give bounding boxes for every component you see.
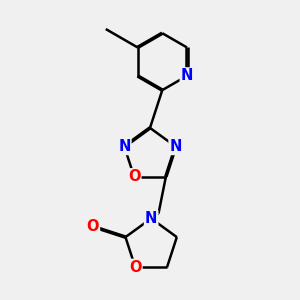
Text: N: N xyxy=(169,139,182,154)
Text: O: O xyxy=(87,219,99,234)
Text: N: N xyxy=(118,139,130,154)
Text: O: O xyxy=(128,169,140,184)
Text: O: O xyxy=(129,260,142,275)
Text: N: N xyxy=(181,68,193,83)
Text: N: N xyxy=(145,211,157,226)
